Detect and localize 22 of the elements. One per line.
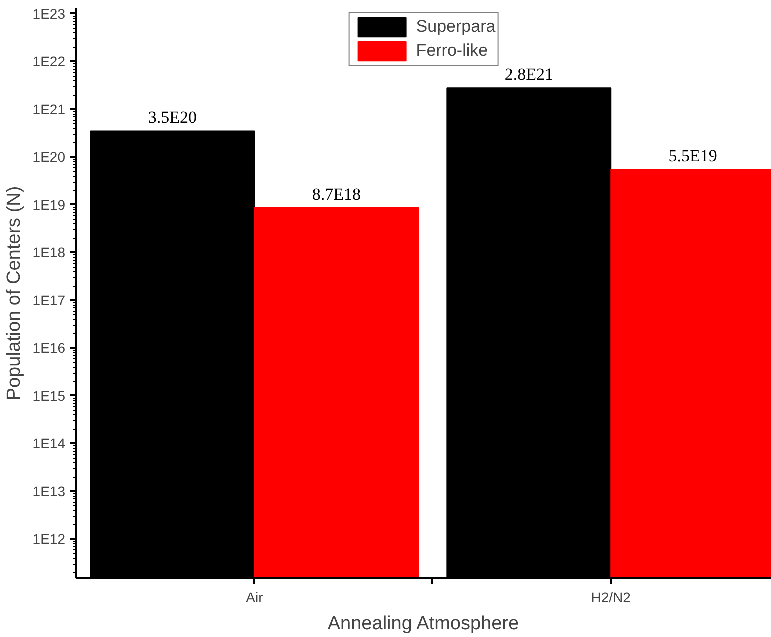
y-tick-label: 1E21	[32, 101, 66, 118]
x-tick-label: H2/N2	[591, 590, 632, 606]
y-tick-label: 1E13	[32, 483, 66, 500]
y-tick-label: 1E16	[32, 340, 66, 356]
y-tick-label: 1E19	[32, 196, 66, 213]
y-tick-label: 1E14	[32, 436, 66, 452]
y-tick-label: 1E17	[32, 292, 66, 308]
y-tick-label: 1E22	[32, 54, 66, 70]
data-label: 8.7E18	[312, 184, 362, 204]
y-tick-label: 1E23	[32, 6, 66, 22]
y-tick-label: 1E12	[32, 531, 66, 548]
y-tick-label: 1E20	[32, 149, 66, 166]
data-label: 5.5E19	[668, 146, 718, 166]
x-tick-label: Air	[246, 590, 264, 606]
y-axis-title: Population of Centers (N)	[4, 186, 25, 401]
legend-label: Ferro-like	[416, 40, 488, 62]
data-label: 3.5E20	[148, 108, 198, 128]
data-label: 2.8E21	[504, 65, 554, 84]
y-tick-label: 1E18	[32, 244, 66, 261]
legend-label: Superpara	[416, 16, 496, 38]
x-axis-title: Annealing Atmosphere	[328, 614, 520, 634]
y-tick-label: 1E15	[32, 388, 66, 404]
